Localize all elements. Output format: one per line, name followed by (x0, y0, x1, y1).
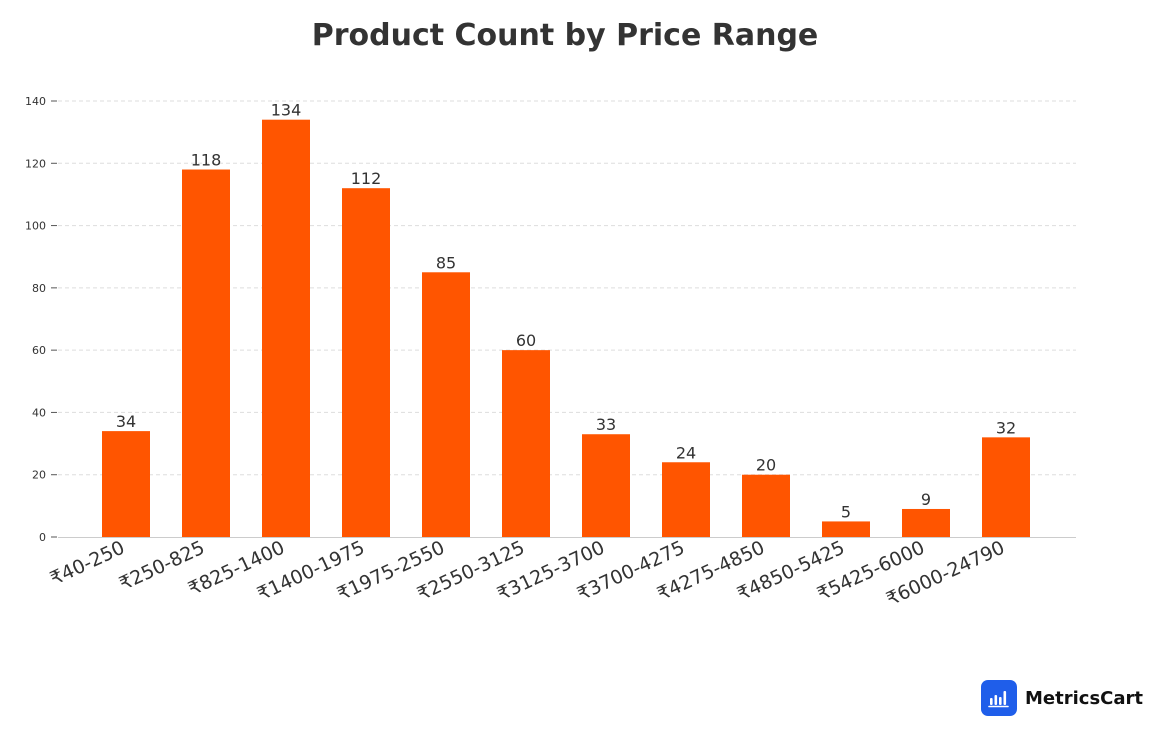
data-label: 118 (191, 151, 222, 170)
bar (742, 474, 790, 537)
data-label: 32 (996, 418, 1016, 437)
data-label: 34 (116, 412, 136, 431)
bar (502, 350, 550, 537)
bar (902, 508, 950, 537)
y-tick-label: 80 (32, 282, 46, 295)
data-label: 9 (921, 490, 931, 509)
data-label: 20 (756, 456, 776, 475)
y-axis: 0 20 40 60 80 100 120 140 (25, 95, 57, 544)
data-label: 134 (271, 101, 302, 120)
data-label: 85 (436, 253, 456, 272)
bar (982, 437, 1030, 537)
y-tick-label: 100 (25, 220, 46, 233)
y-tick-label: 140 (25, 95, 46, 108)
data-label: 24 (676, 443, 696, 462)
data-label: 112 (351, 169, 382, 188)
bar (662, 462, 710, 537)
bar-chart-icon (981, 680, 1017, 716)
bar (422, 272, 470, 537)
y-tick-label: 120 (25, 157, 46, 170)
x-tick-label: ₹40-250 (47, 537, 128, 590)
x-axis: ₹40-250₹250-825₹825-1400₹1400-1975₹1975-… (47, 537, 1008, 611)
y-tick-label: 0 (39, 531, 46, 544)
bar (822, 521, 870, 537)
bar (262, 119, 310, 537)
bars (102, 119, 1030, 537)
bar (102, 431, 150, 537)
bar (582, 434, 630, 537)
data-labels: 34 118 134 112 85 60 33 24 20 5 9 32 (116, 101, 1016, 522)
y-tick-label: 20 (32, 469, 46, 482)
y-tick-label: 40 (32, 406, 46, 419)
chart-title: Product Count by Price Range (311, 18, 819, 53)
brand-name: MetricsCart (1025, 687, 1143, 709)
data-label: 5 (841, 502, 851, 521)
y-tick-label: 60 (32, 344, 46, 357)
data-label: 60 (516, 331, 536, 350)
data-label: 33 (596, 415, 616, 434)
bar (342, 188, 390, 537)
brand-logo: MetricsCart (981, 680, 1143, 716)
bar (182, 169, 230, 537)
